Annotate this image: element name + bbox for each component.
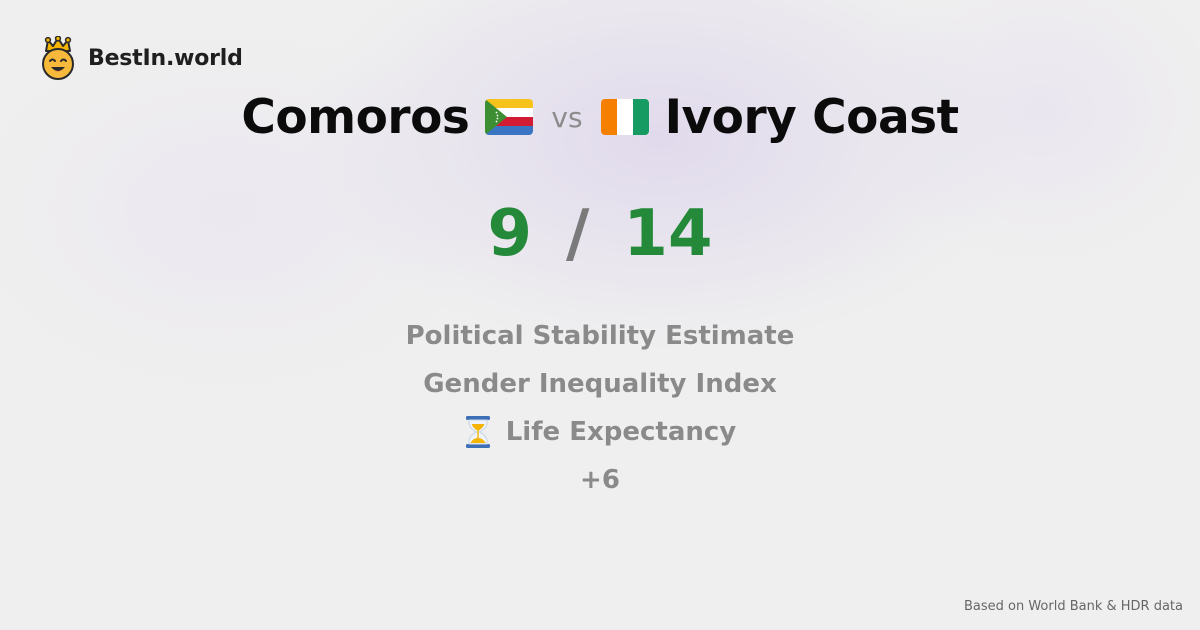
metric-label: Life Expectancy xyxy=(505,417,737,447)
metric-label: Political Stability Estimate xyxy=(405,321,795,351)
metric-item: Life Expectancy xyxy=(464,408,737,456)
metric-item: +6 xyxy=(580,456,620,504)
metric-item: Gender Inequality Index xyxy=(423,360,777,408)
right-score: 14 xyxy=(623,197,713,271)
data-source-note: Based on World Bank & HDR data xyxy=(963,599,1183,614)
right-country-name: Ivory Coast xyxy=(664,89,960,145)
ivory-coast-flag-icon xyxy=(600,99,649,135)
metric-item: Political Stability Estimate xyxy=(406,312,795,360)
brand[interactable]: BestIn.world xyxy=(38,36,243,80)
hourglass-icon xyxy=(465,416,490,448)
vs-label: vs xyxy=(551,100,583,134)
left-score: 9 xyxy=(487,197,533,271)
score-separator: / xyxy=(566,197,590,271)
comoros-flag-icon xyxy=(485,99,534,135)
crowned-smiley-icon xyxy=(42,36,74,80)
metric-label: Gender Inequality Index xyxy=(423,369,777,399)
left-country-name: Comoros xyxy=(241,89,470,145)
more-metrics-count: +6 xyxy=(580,465,620,495)
metrics-list: Political Stability Estimate Gender Ineq… xyxy=(0,312,1200,504)
comparison-title: Comoros vs Ivory Coast xyxy=(0,86,1200,148)
score: 9 / 14 xyxy=(0,196,1200,272)
brand-name: BestIn.world xyxy=(88,45,243,71)
